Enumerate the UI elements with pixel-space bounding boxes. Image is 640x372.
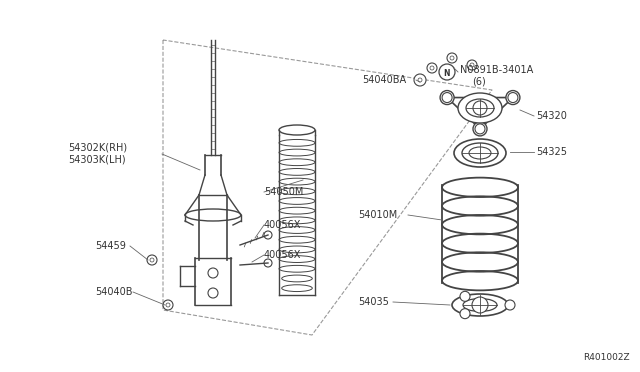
Circle shape — [208, 268, 218, 278]
Circle shape — [264, 231, 272, 239]
Text: 54320: 54320 — [536, 111, 567, 121]
Circle shape — [506, 90, 520, 105]
Circle shape — [472, 297, 488, 313]
Circle shape — [208, 288, 218, 298]
Text: 54050M: 54050M — [264, 187, 303, 197]
Circle shape — [414, 74, 426, 86]
Circle shape — [470, 63, 474, 67]
Circle shape — [147, 255, 157, 265]
Text: (6): (6) — [472, 77, 486, 87]
Text: 54040B: 54040B — [95, 287, 132, 297]
Circle shape — [447, 53, 457, 63]
Circle shape — [473, 122, 487, 136]
Text: 40056X: 40056X — [264, 250, 301, 260]
Ellipse shape — [469, 147, 491, 159]
Ellipse shape — [452, 294, 508, 316]
Circle shape — [460, 291, 470, 301]
Ellipse shape — [462, 143, 498, 163]
Circle shape — [475, 124, 485, 134]
Ellipse shape — [466, 99, 494, 117]
Text: R401002Z: R401002Z — [584, 353, 630, 362]
Text: N0891B-3401A: N0891B-3401A — [460, 65, 533, 75]
Circle shape — [442, 93, 452, 103]
Polygon shape — [447, 97, 513, 129]
Circle shape — [150, 258, 154, 262]
Circle shape — [508, 93, 518, 103]
Circle shape — [473, 101, 487, 115]
Ellipse shape — [185, 209, 241, 221]
Text: 54040BA: 54040BA — [362, 75, 406, 85]
Circle shape — [440, 90, 454, 105]
Text: 54459: 54459 — [95, 241, 126, 251]
Circle shape — [264, 259, 272, 267]
Circle shape — [430, 66, 434, 70]
Text: 40056X: 40056X — [264, 220, 301, 230]
Circle shape — [427, 63, 437, 73]
Circle shape — [163, 300, 173, 310]
Ellipse shape — [454, 139, 506, 167]
Circle shape — [166, 303, 170, 307]
Circle shape — [450, 56, 454, 60]
Ellipse shape — [458, 93, 502, 123]
Text: 54010M: 54010M — [358, 210, 397, 220]
Text: N: N — [444, 68, 451, 77]
Text: 54302K(RH): 54302K(RH) — [68, 143, 127, 153]
Ellipse shape — [463, 298, 497, 311]
Ellipse shape — [279, 125, 315, 135]
Text: 54303K(LH): 54303K(LH) — [68, 155, 125, 165]
Text: 54325: 54325 — [536, 147, 567, 157]
Circle shape — [467, 60, 477, 70]
Circle shape — [439, 64, 455, 80]
Text: 54035: 54035 — [358, 297, 389, 307]
Circle shape — [460, 309, 470, 319]
Circle shape — [505, 300, 515, 310]
Circle shape — [418, 78, 422, 82]
